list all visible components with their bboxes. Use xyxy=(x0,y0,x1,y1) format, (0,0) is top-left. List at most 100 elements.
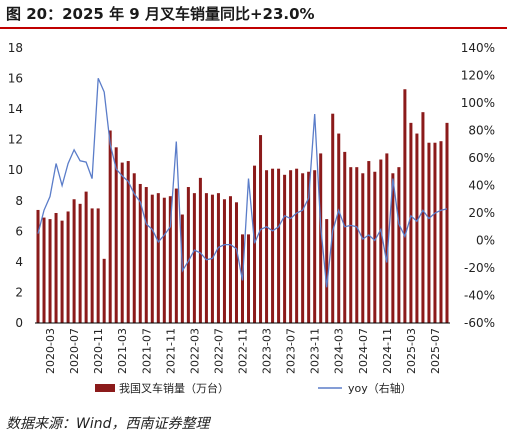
sales-bar xyxy=(337,133,341,323)
left-tick-label: 8 xyxy=(15,194,23,208)
sales-bar xyxy=(427,142,431,323)
right-axis-ticks: -60% -40% -20% 0% 20% 40% 60% 80% 100% 120% 140% xyxy=(461,41,495,330)
sales-bar xyxy=(313,170,317,323)
x-tick-label: 2024-03 xyxy=(333,328,346,374)
right-tick-label: 20% xyxy=(468,206,495,220)
sales-bar xyxy=(108,130,112,323)
x-tick-label: 2021-03 xyxy=(116,328,129,374)
sales-bar xyxy=(391,173,395,323)
sales-bar xyxy=(385,153,389,323)
sales-bar xyxy=(168,196,172,323)
title-divider xyxy=(0,27,507,29)
sales-bar xyxy=(48,219,52,323)
right-tick-label: -20% xyxy=(464,261,495,275)
left-tick-label: 4 xyxy=(15,255,23,269)
left-tick-label: 6 xyxy=(15,224,23,238)
x-tick-label: 2021-11 xyxy=(164,328,177,374)
sales-bar xyxy=(60,220,64,323)
sales-bar xyxy=(301,173,305,323)
sales-bars xyxy=(36,89,449,324)
sales-bar xyxy=(367,161,371,323)
sales-bar xyxy=(433,142,437,323)
sales-bar xyxy=(144,187,148,323)
sales-bar xyxy=(138,183,142,323)
sales-bar xyxy=(36,209,40,323)
sales-bar xyxy=(186,187,190,323)
left-tick-label: 18 xyxy=(8,41,23,55)
legend-line-label: yoy（右轴） xyxy=(348,381,412,395)
sales-bar xyxy=(216,193,220,323)
sales-bar xyxy=(132,173,136,323)
sales-bar xyxy=(90,208,94,323)
sales-bar xyxy=(439,141,443,323)
sales-bar xyxy=(162,197,166,323)
sales-bar xyxy=(409,122,413,323)
sales-bar xyxy=(156,193,160,323)
sales-bar xyxy=(84,191,88,323)
legend-bar-swatch xyxy=(95,384,115,392)
sales-bar xyxy=(78,203,82,323)
right-tick-label: 0% xyxy=(476,234,495,248)
sales-bar xyxy=(349,167,353,323)
sales-bar xyxy=(397,167,401,323)
x-tick-label: 2021-07 xyxy=(140,328,153,374)
sales-bar xyxy=(66,211,70,323)
sales-bar xyxy=(415,133,419,323)
left-tick-label: 2 xyxy=(15,285,23,299)
x-tick-label: 2022-11 xyxy=(237,328,250,374)
sales-bar xyxy=(234,202,238,323)
x-tick-label: 2024-11 xyxy=(381,328,394,374)
x-tick-label: 2022-07 xyxy=(212,328,225,374)
sales-bar xyxy=(253,165,257,323)
x-tick-label: 2020-03 xyxy=(44,328,57,374)
left-tick-label: 0 xyxy=(15,316,23,330)
sales-bar xyxy=(319,153,323,323)
x-tick-label: 2023-07 xyxy=(285,328,298,374)
sales-bar xyxy=(283,174,287,323)
x-axis-ticks: 2020-03 2020-07 2020-11 2021-03 2021-07 2021-… xyxy=(44,328,442,374)
sales-bar xyxy=(355,167,359,323)
legend: 我国叉车销量（万台） yoy（右轴） xyxy=(95,381,412,395)
x-tick-label: 2020-07 xyxy=(68,328,81,374)
sales-bar xyxy=(174,188,178,323)
right-tick-label: 40% xyxy=(468,179,495,193)
right-tick-label: -40% xyxy=(464,289,495,303)
chart-title: 图 20：2025 年 9 月叉车销量同比+23.0% xyxy=(6,5,315,23)
sales-bar xyxy=(120,162,124,323)
sales-bar xyxy=(192,193,196,323)
sales-bar xyxy=(445,122,449,323)
sales-bar xyxy=(421,112,425,324)
sales-bar xyxy=(403,89,407,323)
sales-bar xyxy=(228,196,232,323)
left-tick-label: 14 xyxy=(8,102,23,116)
data-source: 数据来源：Wind，西南证券整理 xyxy=(6,416,210,432)
sales-bar xyxy=(204,193,208,323)
sales-bar xyxy=(331,113,335,323)
left-tick-label: 16 xyxy=(8,72,23,86)
x-tick-label: 2020-11 xyxy=(92,328,105,374)
sales-bar xyxy=(150,194,154,323)
right-tick-label: 120% xyxy=(461,69,495,83)
sales-bar xyxy=(72,199,76,323)
right-tick-label: 140% xyxy=(461,41,495,55)
sales-bar xyxy=(42,217,46,323)
x-tick-label: 2025-07 xyxy=(429,328,442,374)
right-tick-label: -60% xyxy=(464,316,495,330)
sales-bar xyxy=(307,171,311,323)
sales-bar xyxy=(379,159,383,323)
left-tick-label: 10 xyxy=(8,163,23,177)
sales-bar xyxy=(114,147,118,323)
right-tick-label: 60% xyxy=(468,151,495,165)
sales-bar xyxy=(373,171,377,323)
legend-bar-label: 我国叉车销量（万台） xyxy=(119,381,229,395)
sales-bar xyxy=(325,219,329,323)
sales-bar xyxy=(277,168,281,323)
sales-bar xyxy=(271,168,275,323)
right-tick-label: 100% xyxy=(461,96,495,110)
left-tick-label: 12 xyxy=(8,133,23,147)
sales-bar xyxy=(265,170,269,323)
sales-bar xyxy=(361,173,365,323)
x-tick-label: 2025-03 xyxy=(405,328,418,374)
left-axis-ticks: 0 2 4 6 8 10 12 14 16 18 xyxy=(8,41,23,330)
x-tick-label: 2022-03 xyxy=(188,328,201,374)
